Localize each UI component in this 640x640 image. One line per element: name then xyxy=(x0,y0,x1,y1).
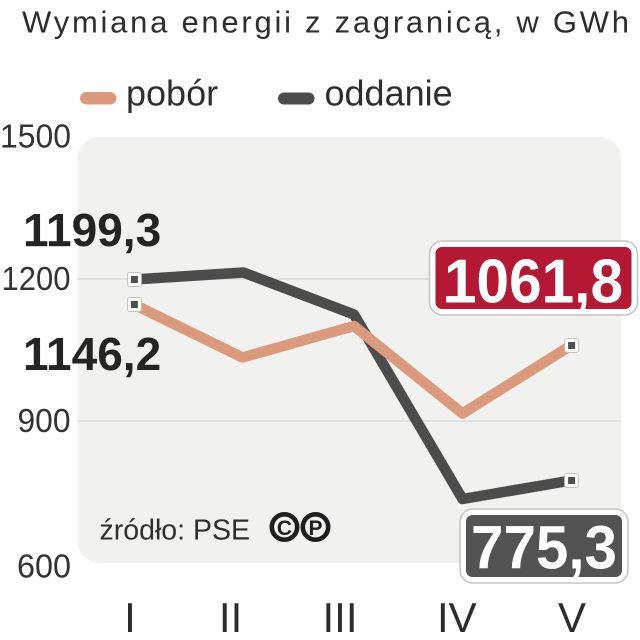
svg-text:V: V xyxy=(558,594,586,640)
svg-text:pobór: pobór xyxy=(126,73,218,114)
svg-text:1199,3: 1199,3 xyxy=(23,204,161,256)
svg-text:III: III xyxy=(322,594,357,640)
svg-text:1061,8: 1061,8 xyxy=(444,247,623,316)
svg-text:C: C xyxy=(277,517,292,540)
svg-text:900: 900 xyxy=(18,403,71,440)
svg-text:1200: 1200 xyxy=(2,261,71,298)
svg-text:I: I xyxy=(124,594,136,640)
svg-text:P: P xyxy=(308,517,322,540)
svg-text:II: II xyxy=(219,594,242,640)
svg-text:600: 600 xyxy=(17,549,71,586)
svg-text:IV: IV xyxy=(437,594,477,640)
svg-text:oddanie: oddanie xyxy=(325,73,453,114)
svg-text:1146,2: 1146,2 xyxy=(23,328,161,380)
svg-text:775,3: 775,3 xyxy=(471,513,617,581)
svg-text:1500: 1500 xyxy=(0,119,71,156)
svg-text:źródło: PSE: źródło: PSE xyxy=(100,515,251,547)
svg-text:Wymiana energii z zagranicą, w: Wymiana energii z zagranicą, w GWh xyxy=(22,5,629,40)
